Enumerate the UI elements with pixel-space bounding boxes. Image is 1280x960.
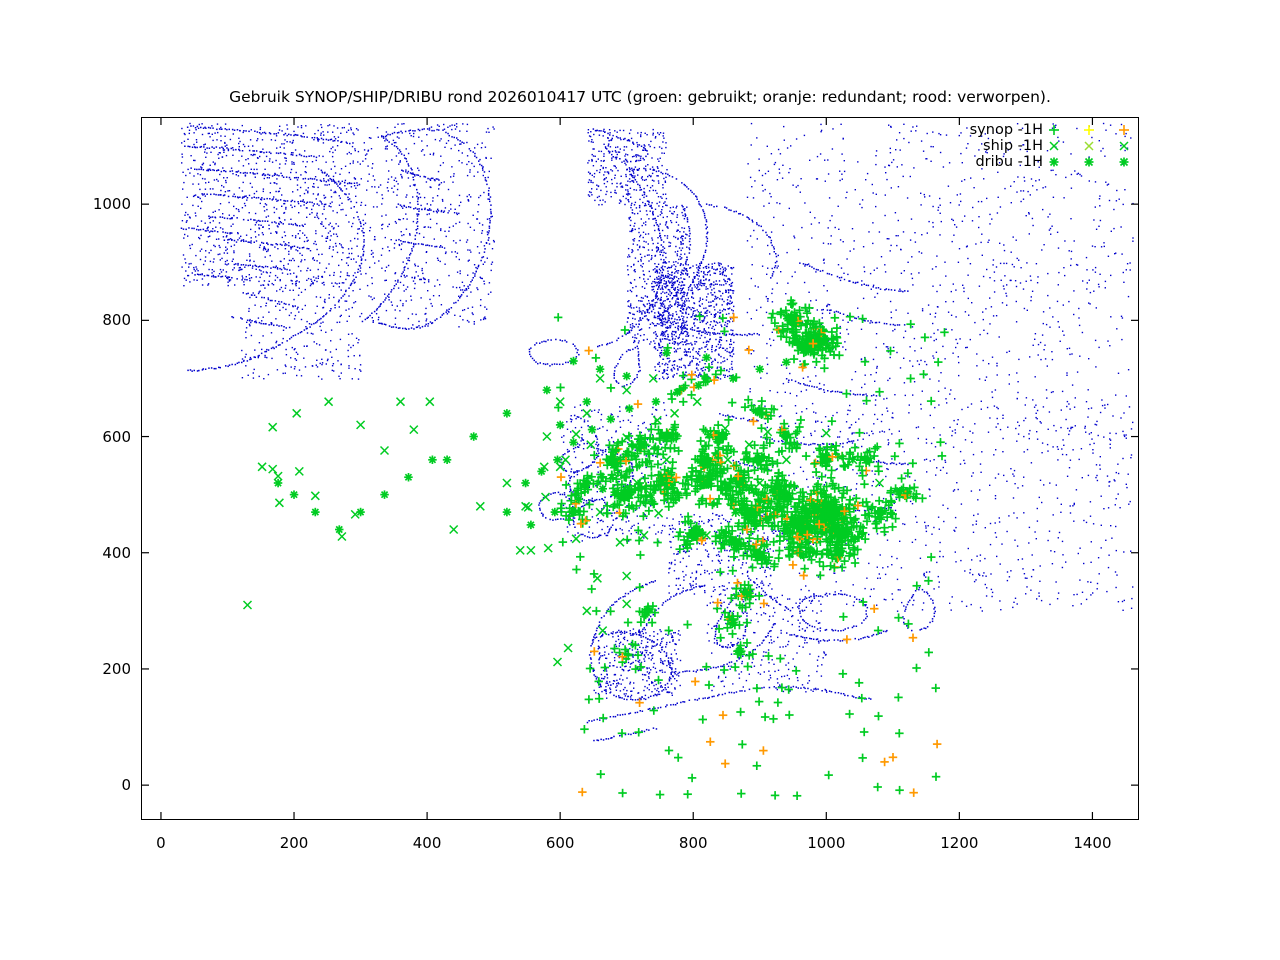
- x-tick-label: 1000: [807, 834, 846, 852]
- legend-item-synop: synop -1H: [970, 122, 1133, 138]
- legend-item-dribu: dribu -1H: [975, 154, 1133, 170]
- y-tick-label: 0: [121, 776, 131, 795]
- legend-label-dribu: dribu -1H: [975, 154, 1043, 170]
- legend-markers-dribu: [1047, 154, 1133, 170]
- y-tick-label: 400: [102, 543, 131, 562]
- y-tick-label: 1000: [92, 195, 131, 214]
- x-tick-label: 1200: [940, 834, 979, 852]
- axis-ticks-layer: [141, 117, 1139, 820]
- y-tick-label: 600: [102, 427, 131, 446]
- legend-label-synop: synop -1H: [969, 122, 1043, 138]
- plot-axes: synop -1H ship -1H: [141, 117, 1139, 820]
- observation-markers-layer: [242, 296, 949, 800]
- page-title: Gebruik SYNOP/SHIP/DRIBU rond 2026010417…: [229, 88, 1051, 106]
- legend-markers-ship: [1047, 138, 1133, 154]
- y-tick-label: 800: [102, 311, 131, 330]
- x-tick-label: 400: [412, 834, 442, 852]
- legend-label-ship: ship -1H: [983, 138, 1043, 154]
- x-tick-label: 0: [156, 834, 166, 852]
- legend-markers-synop: [1047, 122, 1133, 138]
- legend-item-ship: ship -1H: [983, 138, 1133, 154]
- x-tick-label: 1400: [1073, 834, 1112, 852]
- x-tick-label: 800: [678, 834, 708, 852]
- x-tick-label: 600: [545, 834, 575, 852]
- y-tick-label: 200: [102, 659, 131, 678]
- x-tick-label: 200: [279, 834, 309, 852]
- legend: synop -1H ship -1H: [970, 122, 1133, 170]
